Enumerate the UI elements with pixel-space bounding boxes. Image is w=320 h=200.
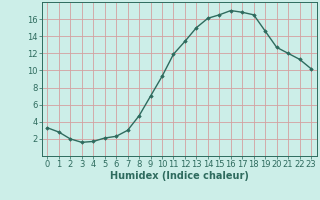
X-axis label: Humidex (Indice chaleur): Humidex (Indice chaleur) xyxy=(110,171,249,181)
